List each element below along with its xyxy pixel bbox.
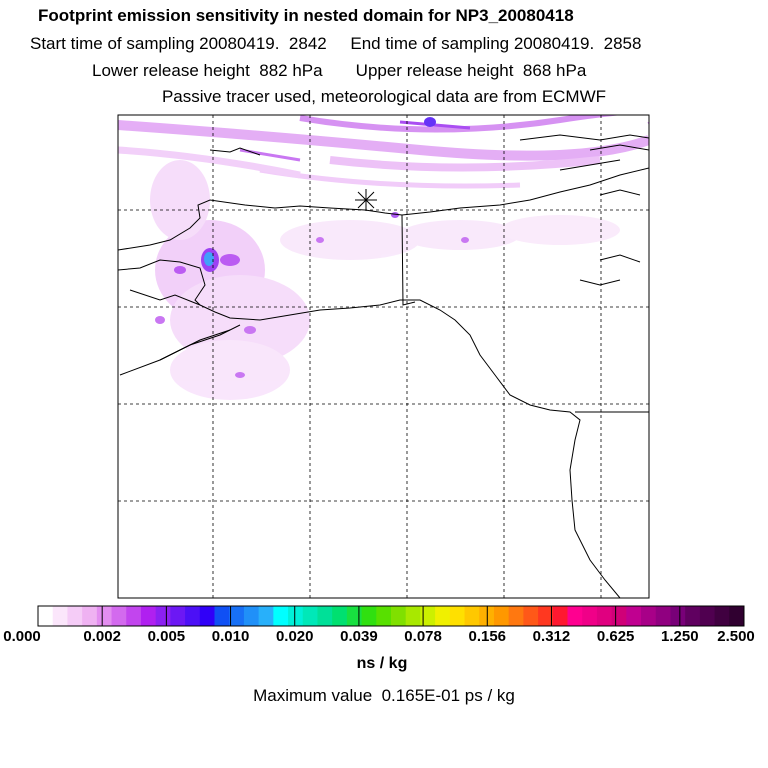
colorbar-swatch: [655, 606, 671, 626]
colorbar-swatch: [376, 606, 392, 626]
colorbar-swatch: [302, 606, 318, 626]
colorbar-swatch: [82, 606, 98, 626]
colorbar-swatch: [111, 606, 127, 626]
colorbar-tick-label: 0.039: [340, 628, 378, 645]
political-borders: [401, 214, 649, 413]
colorbar-swatch: [538, 606, 554, 626]
sampling-times: Start time of sampling 20080419. 2842 En…: [30, 34, 642, 53]
colorbar-swatch: [214, 606, 230, 626]
colorbar-swatch: [405, 606, 421, 626]
colorbar-swatch: [243, 606, 260, 626]
colorbar-tick-label: 1.250: [661, 628, 699, 645]
colorbar-swatch: [508, 606, 524, 626]
colorbar-swatch: [199, 606, 215, 626]
release-location-marker: [355, 189, 377, 211]
colorbar-swatch: [626, 606, 642, 626]
colorbar-swatch: [493, 606, 510, 626]
plot-title: Footprint emission sensitivity in nested…: [38, 6, 574, 25]
colorbar-swatch: [273, 606, 289, 626]
colorbar-tick-label: 0.002: [83, 628, 121, 645]
colorbar-swatch: [699, 606, 716, 626]
colorbar-tick-label: 0.020: [275, 628, 314, 645]
map-frame: [117, 114, 650, 599]
colorbar-swatch: [185, 606, 201, 626]
lat-lon-grid: [118, 115, 649, 598]
colorbar-swatch: [229, 606, 245, 626]
colorbar-swatch: [435, 606, 451, 626]
coastlines: [118, 134, 649, 598]
sensitivity-field: [118, 115, 649, 400]
colorbar-swatch: [464, 606, 480, 626]
colorbar-swatch: [641, 606, 657, 626]
colorbar-frame: [37, 605, 745, 627]
colorbar-swatch: [420, 606, 436, 626]
colorbar-tick-label: 0.005: [147, 628, 186, 645]
colorbar-labels: 0.000 0.002 0.005 0.010 0.020 0.039 0.078 0.156…: [0, 628, 768, 650]
colorbar-units: ns / kg: [356, 655, 408, 672]
colorbar-swatch: [391, 606, 407, 626]
colorbar-swatch: [685, 606, 701, 626]
colorbar-swatch: [126, 606, 142, 626]
colorbar-swatch: [523, 606, 539, 626]
colorbar: [37, 605, 745, 627]
colorbar-tick-label: 0.010: [211, 628, 250, 645]
release-heights: Lower release height 882 hPa Upper relea…: [92, 61, 587, 80]
colorbar-swatch: [714, 606, 730, 626]
colorbar-swatch: [258, 606, 274, 626]
colorbar-tick-label: 0.156: [468, 628, 507, 645]
colorbar-tick-label: 0.078: [404, 628, 442, 645]
colorbar-swatch: [361, 606, 377, 626]
colorbar-tick-label: 0.000: [3, 628, 41, 645]
colorbar-swatch: [38, 606, 54, 626]
colorbar-swatch: [67, 606, 83, 626]
colorbar-swatch: [140, 606, 157, 626]
colorbar-swatch: [170, 606, 186, 626]
colorbar-swatch: [582, 606, 598, 626]
colorbar-swatch: [155, 606, 171, 626]
colorbar-swatch: [288, 606, 304, 626]
colorbar-swatch: [729, 606, 745, 626]
colorbar-swatch: [596, 606, 613, 626]
tracer-info: Passive tracer used, meteorological data…: [161, 87, 607, 106]
colorbar-tick-label: 0.625: [596, 628, 635, 645]
colorbar-swatch: [346, 606, 363, 626]
colorbar-swatch: [332, 606, 348, 626]
colorbar-tick-label: 0.312: [532, 628, 571, 645]
colorbar-swatch: [52, 606, 68, 626]
colorbar-swatch: [611, 606, 627, 626]
colorbar-tick-label: 2.500: [717, 628, 755, 645]
colorbar-swatch: [317, 606, 333, 626]
colorbar-swatch: [670, 606, 686, 626]
colorbar-swatch: [96, 606, 113, 626]
colorbar-swatch: [449, 606, 466, 626]
colorbar-swatch: [567, 606, 583, 626]
maximum-value: Maximum value 0.165E-01 ps / kg: [253, 686, 515, 705]
colorbar-swatch: [552, 606, 568, 626]
